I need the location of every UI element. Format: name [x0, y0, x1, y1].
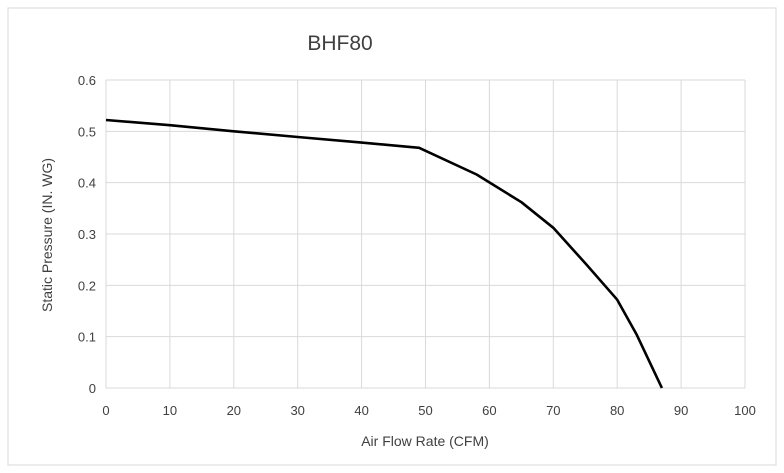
x-tick-label: 70 — [546, 403, 560, 418]
y-tick-label: 0.5 — [78, 124, 96, 139]
x-tick-label: 90 — [674, 403, 688, 418]
y-tick-label: 0.4 — [78, 176, 96, 191]
x-tick-label: 20 — [227, 403, 241, 418]
x-tick-label: 30 — [290, 403, 304, 418]
x-tick-label: 0 — [102, 403, 109, 418]
y-tick-label: 0.6 — [78, 73, 96, 88]
x-tick-label: 60 — [482, 403, 496, 418]
y-tick-label: 0 — [89, 381, 96, 396]
y-tick-label: 0.1 — [78, 330, 96, 345]
y-tick-label: 0.2 — [78, 278, 96, 293]
y-tick-label: 0.3 — [78, 227, 96, 242]
x-tick-label: 50 — [418, 403, 432, 418]
x-tick-label: 10 — [163, 403, 177, 418]
chart-title: BHF80 — [307, 32, 372, 55]
tick-labels: 0 10 20 30 40 50 60 70 80 90 100 0 0.1 0.2 0.3 0.4 0.5 0.… — [78, 73, 756, 418]
x-tick-label: 40 — [354, 403, 368, 418]
series-layer — [105, 118, 664, 389]
x-tick-label: 100 — [734, 403, 756, 418]
x-axis-label: Air Flow Rate (CFM) — [361, 433, 489, 449]
chart-border — [7, 7, 777, 466]
y-axis-label: Static Pressure (IN. WG) — [39, 158, 55, 312]
x-tick-label: 80 — [610, 403, 624, 418]
series-line-0 — [105, 118, 664, 389]
